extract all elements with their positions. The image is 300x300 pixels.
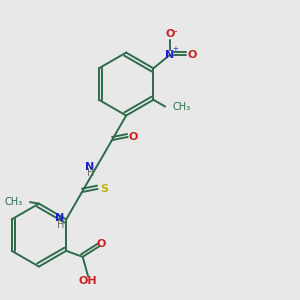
Text: +: +	[172, 46, 178, 52]
Text: CH₃: CH₃	[172, 101, 191, 112]
Text: S: S	[100, 184, 109, 194]
Text: CH₃: CH₃	[4, 197, 22, 207]
Text: O: O	[187, 50, 196, 60]
Text: OH: OH	[79, 276, 98, 286]
Text: O: O	[165, 29, 175, 39]
Text: O: O	[128, 132, 137, 142]
Text: H: H	[87, 168, 95, 178]
Text: N: N	[85, 161, 95, 172]
Text: -: -	[173, 26, 177, 36]
Text: N: N	[56, 214, 65, 224]
Text: H: H	[57, 220, 65, 230]
Text: O: O	[97, 239, 106, 249]
Text: N: N	[165, 50, 175, 60]
